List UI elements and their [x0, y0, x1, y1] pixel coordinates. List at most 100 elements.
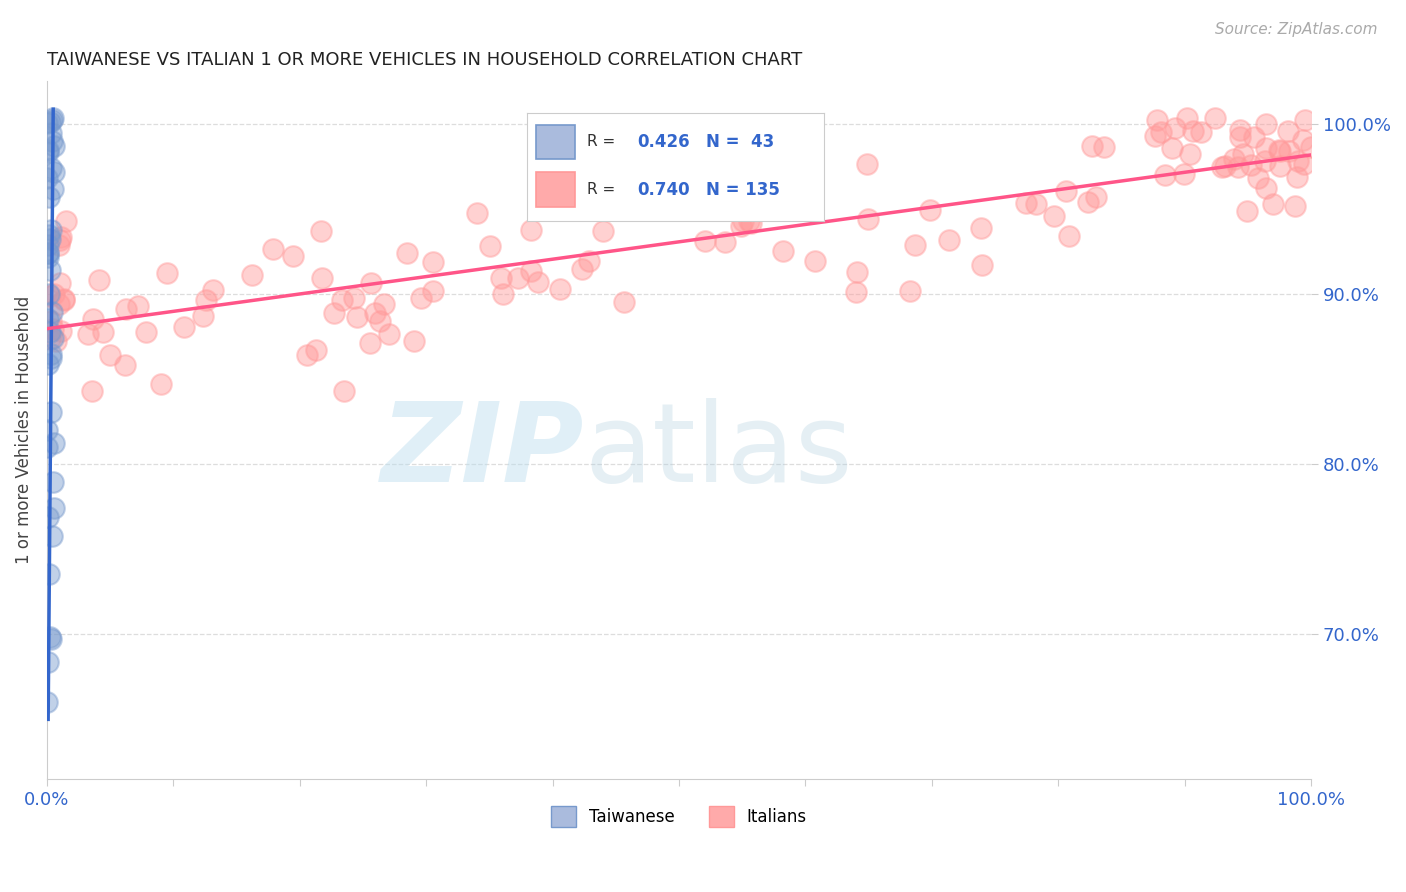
- Point: [55, 214, 77, 228]
- Point: [38, 228, 60, 243]
- Point: [346, 310, 368, 324]
- Point: [970, 221, 993, 235]
- Point: [37, 250, 59, 264]
- Point: [970, 258, 993, 272]
- Point: [49, 324, 72, 338]
- Point: [309, 224, 332, 238]
- Point: [740, 216, 762, 230]
- Point: [402, 334, 425, 348]
- Point: [37, 440, 59, 454]
- Point: [1042, 209, 1064, 223]
- Point: [262, 242, 284, 256]
- Point: [422, 254, 444, 268]
- Point: [613, 295, 636, 310]
- Point: [297, 348, 319, 362]
- Point: [39, 351, 62, 365]
- Point: [41, 126, 63, 140]
- Point: [1286, 154, 1309, 169]
- Point: [134, 326, 156, 340]
- Point: [1150, 125, 1173, 139]
- Point: [37, 143, 59, 157]
- Point: [37, 145, 59, 160]
- Point: [1054, 184, 1077, 198]
- Point: [1213, 159, 1236, 173]
- Point: [1223, 152, 1246, 166]
- Point: [37, 245, 59, 260]
- Point: [1232, 146, 1254, 161]
- Point: [1267, 144, 1289, 158]
- Point: [37, 656, 59, 670]
- Point: [42, 436, 65, 450]
- Point: [1285, 170, 1308, 185]
- Point: [98, 348, 121, 362]
- Point: [1182, 124, 1205, 138]
- Point: [519, 223, 541, 237]
- Point: [792, 197, 814, 211]
- Point: [41, 161, 63, 175]
- Point: [191, 309, 214, 323]
- Point: [35, 116, 58, 130]
- Point: [41, 528, 63, 542]
- Point: [48, 238, 70, 252]
- Point: [465, 206, 488, 220]
- Point: [173, 320, 195, 334]
- Point: [44, 139, 66, 153]
- Point: [93, 325, 115, 339]
- Point: [1240, 158, 1263, 172]
- Point: [42, 111, 65, 125]
- Point: [37, 357, 59, 371]
- Point: [368, 313, 391, 327]
- Point: [695, 234, 717, 248]
- Point: [38, 567, 60, 582]
- Point: [42, 287, 65, 301]
- Point: [1284, 199, 1306, 213]
- Point: [1173, 167, 1195, 181]
- Point: [1180, 146, 1202, 161]
- Point: [42, 322, 65, 336]
- Point: [1246, 171, 1268, 186]
- Point: [39, 232, 62, 246]
- Point: [1189, 125, 1212, 139]
- Point: [1243, 130, 1265, 145]
- Point: [1294, 113, 1316, 128]
- Point: [548, 282, 571, 296]
- Point: [332, 293, 354, 308]
- Point: [48, 296, 70, 310]
- Point: [359, 336, 381, 351]
- Point: [333, 384, 356, 398]
- Point: [1294, 157, 1316, 171]
- Point: [578, 254, 600, 268]
- Point: [492, 286, 515, 301]
- Point: [41, 134, 63, 148]
- Point: [845, 265, 868, 279]
- Point: [730, 219, 752, 233]
- Point: [311, 271, 333, 285]
- Point: [37, 170, 59, 185]
- Point: [395, 245, 418, 260]
- Point: [42, 475, 65, 489]
- Point: [856, 212, 879, 227]
- Point: [281, 249, 304, 263]
- Point: [1277, 124, 1299, 138]
- Point: [1229, 123, 1251, 137]
- Point: [378, 327, 401, 342]
- Point: [1254, 118, 1277, 132]
- Point: [322, 306, 344, 320]
- Point: [1292, 133, 1315, 147]
- Point: [360, 276, 382, 290]
- Point: [1268, 145, 1291, 159]
- Point: [342, 291, 364, 305]
- Point: [127, 299, 149, 313]
- Point: [39, 632, 62, 647]
- Point: [1163, 121, 1185, 136]
- Point: [1057, 229, 1080, 244]
- Point: [489, 271, 512, 285]
- Point: [38, 287, 60, 301]
- Point: [1253, 154, 1275, 169]
- Point: [478, 239, 501, 253]
- Y-axis label: 1 or more Vehicles in Household: 1 or more Vehicles in Household: [15, 296, 32, 565]
- Point: [422, 284, 444, 298]
- Point: [1204, 112, 1226, 126]
- Point: [1211, 160, 1233, 174]
- Point: [39, 314, 62, 328]
